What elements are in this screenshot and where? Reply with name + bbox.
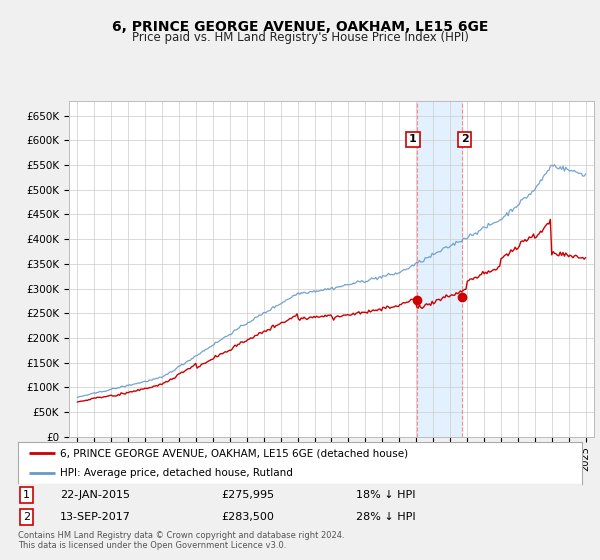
Text: 28% ↓ HPI: 28% ↓ HPI: [356, 512, 416, 522]
Bar: [417, 101, 462, 437]
Text: 18% ↓ HPI: 18% ↓ HPI: [356, 490, 416, 500]
Text: 13-SEP-2017: 13-SEP-2017: [60, 512, 131, 522]
Text: 2: 2: [461, 134, 469, 144]
Text: 1: 1: [409, 134, 417, 144]
Text: 2: 2: [23, 512, 30, 522]
Text: Price paid vs. HM Land Registry's House Price Index (HPI): Price paid vs. HM Land Registry's House …: [131, 31, 469, 44]
Text: Contains HM Land Registry data © Crown copyright and database right 2024.
This d: Contains HM Land Registry data © Crown c…: [18, 531, 344, 550]
Text: £275,995: £275,995: [221, 490, 274, 500]
Text: 6, PRINCE GEORGE AVENUE, OAKHAM, LE15 6GE (detached house): 6, PRINCE GEORGE AVENUE, OAKHAM, LE15 6G…: [60, 449, 409, 459]
Text: 22-JAN-2015: 22-JAN-2015: [60, 490, 130, 500]
Text: £283,500: £283,500: [221, 512, 274, 522]
Text: HPI: Average price, detached house, Rutland: HPI: Average price, detached house, Rutl…: [60, 469, 293, 478]
Text: 6, PRINCE GEORGE AVENUE, OAKHAM, LE15 6GE: 6, PRINCE GEORGE AVENUE, OAKHAM, LE15 6G…: [112, 20, 488, 34]
Text: 1: 1: [23, 490, 30, 500]
